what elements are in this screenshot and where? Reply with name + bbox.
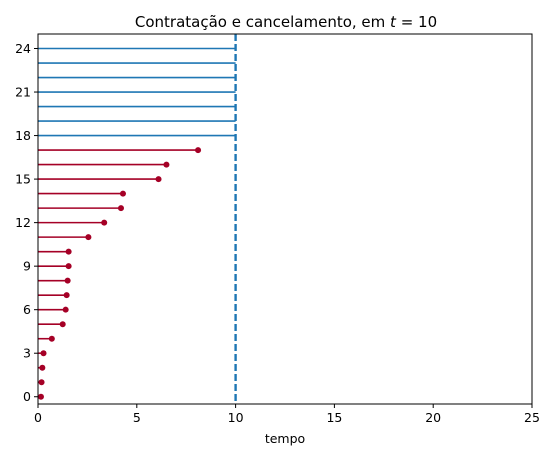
cancel-point xyxy=(85,234,92,241)
cancel-point xyxy=(155,176,162,183)
cancel-point xyxy=(65,248,72,255)
x-axis-label: tempo xyxy=(265,431,305,446)
cancel-point xyxy=(38,379,45,386)
y-tick-label: 0 xyxy=(23,389,31,404)
y-tick-label: 12 xyxy=(15,215,31,230)
x-tick-label: 0 xyxy=(34,410,42,425)
y-tick-label: 9 xyxy=(23,259,31,274)
cancel-point xyxy=(62,306,69,313)
chart-title: Contratação e cancelamento, em t = 10 xyxy=(135,13,437,31)
x-tick-label: 10 xyxy=(228,410,244,425)
x-tick-label: 5 xyxy=(133,410,141,425)
y-tick-label: 15 xyxy=(15,172,31,187)
plot-frame xyxy=(37,33,533,405)
y-axis: 0 3 6 9 12 15 18 21 24 xyxy=(15,41,38,404)
cancel-point xyxy=(37,393,44,400)
cancel-point xyxy=(40,350,47,357)
x-axis: 0 5 10 15 20 25 xyxy=(34,404,540,425)
x-tick-label: 20 xyxy=(425,410,441,425)
cancel-point xyxy=(64,277,71,284)
y-tick-label: 18 xyxy=(15,128,31,143)
cancel-point xyxy=(59,321,66,328)
cancel-point xyxy=(117,205,124,212)
cancel-point xyxy=(119,190,126,197)
y-tick-label: 6 xyxy=(23,302,31,317)
y-tick-label: 21 xyxy=(15,85,31,100)
cancel-point xyxy=(163,161,170,168)
y-tick-label: 24 xyxy=(15,41,31,56)
x-tick-label: 15 xyxy=(326,410,342,425)
cancel-point xyxy=(65,263,72,270)
x-tick-label: 25 xyxy=(524,410,540,425)
cancel-point xyxy=(48,335,55,342)
cancel-point xyxy=(39,364,46,371)
plot-marks xyxy=(37,34,237,404)
cancel-point xyxy=(101,219,108,226)
y-tick-label: 3 xyxy=(23,346,31,361)
cancel-point xyxy=(63,292,70,299)
cancel-point xyxy=(195,147,202,154)
